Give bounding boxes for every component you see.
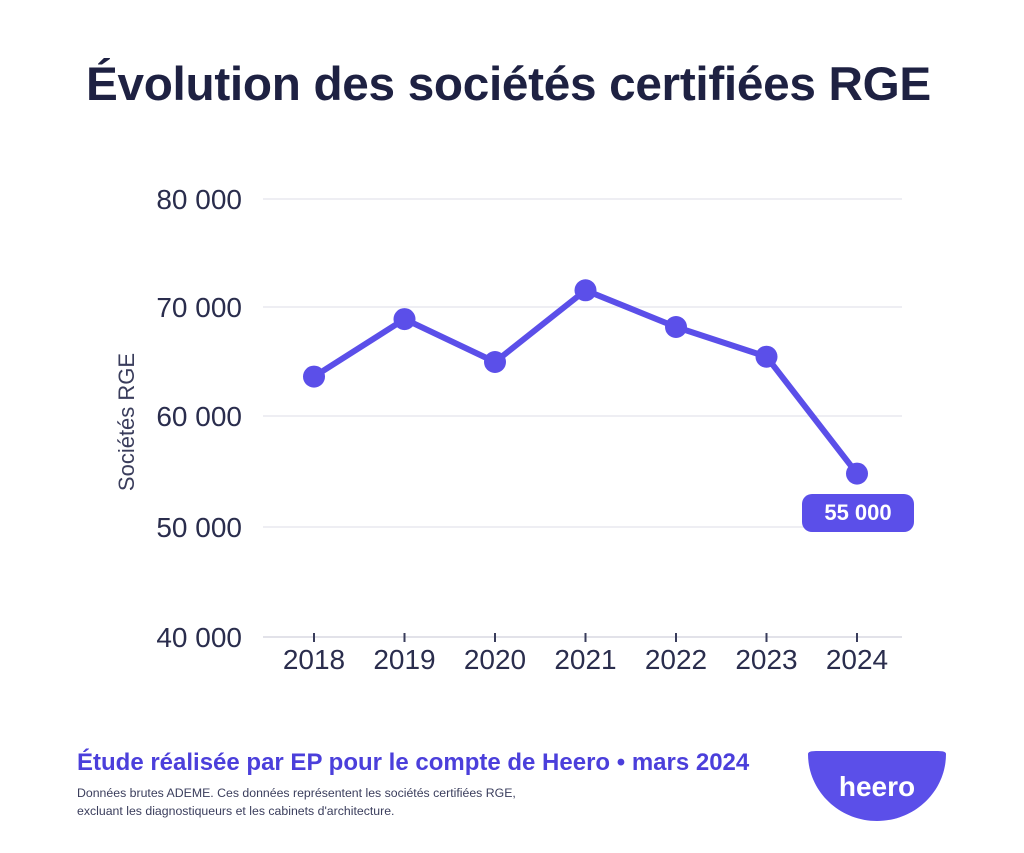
svg-text:heero: heero — [839, 771, 915, 802]
